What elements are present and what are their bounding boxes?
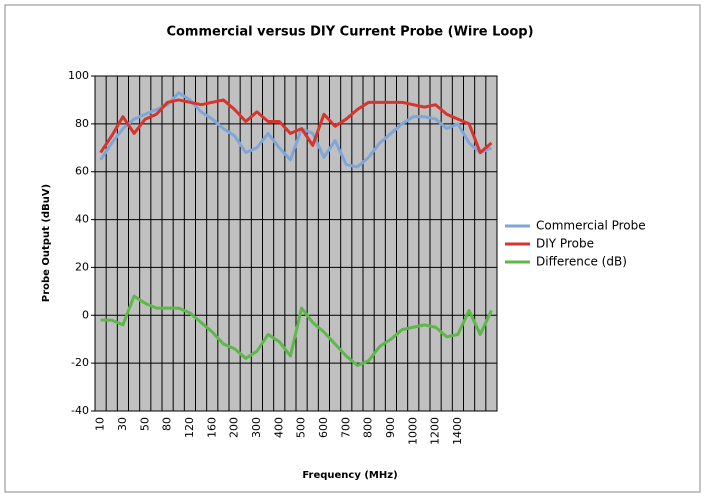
- y-tick-label: -20: [71, 356, 89, 369]
- series-line: [100, 294, 493, 368]
- legend-label: Difference (dB): [536, 255, 627, 269]
- x-tick-label: 1000: [406, 417, 419, 445]
- x-tick-label: 400: [272, 417, 285, 438]
- legend-label: DIY Probe: [536, 237, 594, 251]
- x-tick-label: 1200: [429, 417, 442, 445]
- x-tick-label: 120: [183, 417, 196, 438]
- y-tick-label: 20: [75, 260, 89, 273]
- x-tick-label: 300: [250, 417, 263, 438]
- y-axis-title: Probe Output (dBuV): [41, 184, 52, 302]
- x-tick-label: 800: [362, 417, 375, 438]
- x-tick-label: 160: [205, 417, 218, 438]
- x-tick-label: 700: [339, 417, 352, 438]
- x-tick-label: 500: [295, 417, 308, 438]
- y-tick-label: 60: [75, 165, 89, 178]
- legend-label: Commercial Probe: [536, 219, 646, 233]
- x-tick-label: 1400: [451, 417, 464, 445]
- series-line: [99, 98, 493, 155]
- y-tick-label: 100: [68, 69, 89, 82]
- x-tick-label: 900: [384, 417, 397, 438]
- chart-title: Commercial versus DIY Current Probe (Wir…: [166, 25, 533, 40]
- x-tick-label: 80: [161, 417, 174, 431]
- x-tick-label: 30: [116, 417, 129, 431]
- y-tick-label: 0: [82, 308, 89, 321]
- x-tick-label: 50: [138, 417, 151, 431]
- x-tick-label: 200: [228, 417, 241, 438]
- y-tick-label: -40: [71, 404, 89, 417]
- y-tick-label: 80: [75, 117, 89, 130]
- y-tick-label: 40: [75, 213, 89, 226]
- x-axis-title: Frequency (MHz): [302, 470, 397, 481]
- x-tick-label: 600: [317, 417, 330, 438]
- x-tick-label: 10: [94, 417, 107, 431]
